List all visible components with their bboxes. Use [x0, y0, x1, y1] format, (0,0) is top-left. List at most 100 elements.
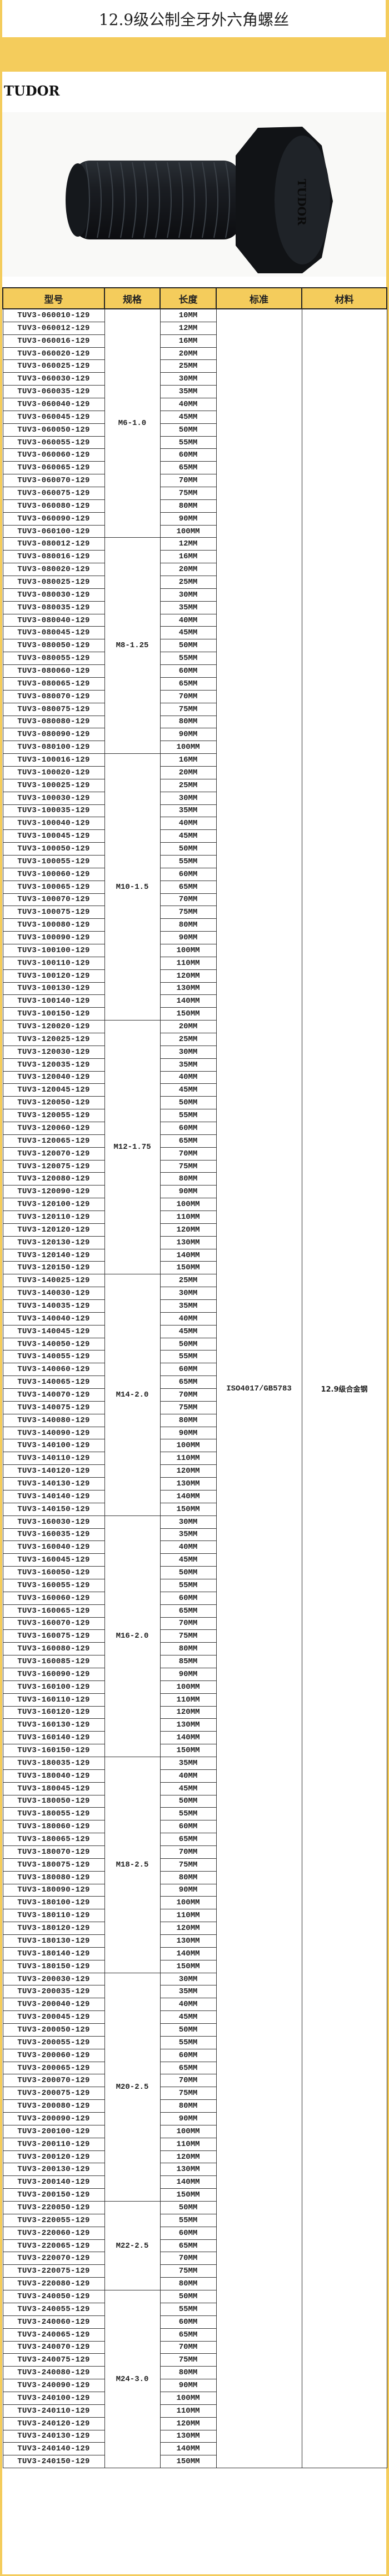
spec-cell: M24-3.0 — [104, 2290, 161, 2469]
table-row: TUV3-060100-129 100MM — [2, 524, 387, 538]
length-cell: 50MM — [159, 1794, 217, 1808]
length-cell: 130MM — [159, 2429, 217, 2443]
table-row: TUV3-160120-129 120MM — [2, 1705, 387, 1719]
header-model: 型号 — [2, 287, 105, 309]
model-cell: TUV3-180040-129 — [2, 1769, 105, 1783]
length-cell: 35MM — [159, 1528, 217, 1542]
length-cell: 50MM — [159, 423, 217, 437]
length-cell: 45MM — [159, 2010, 217, 2024]
model-cell: TUV3-200075-129 — [2, 2087, 105, 2100]
length-cell: 120MM — [159, 1464, 217, 1478]
table-row: TUV3-140030-129 30MM — [2, 1287, 387, 1300]
table-row: TUV3-120110-129 110MM — [2, 1211, 387, 1224]
table-row: TUV3-160045-129 45MM — [2, 1553, 387, 1567]
model-cell: TUV3-240055-129 — [2, 2302, 105, 2316]
length-cell: 120MM — [159, 1223, 217, 1237]
table-row: TUV3-060060-129 60MM — [2, 448, 387, 462]
thread-ridge — [132, 162, 137, 238]
length-cell: 20MM — [159, 1020, 217, 1033]
length-cell: 65MM — [159, 2239, 217, 2253]
length-cell: 35MM — [159, 1985, 217, 1999]
length-cell: 60MM — [159, 1122, 217, 1135]
length-cell: 60MM — [159, 2226, 217, 2240]
table-body: TUV3-060010-129 M6-1.0 10MM ISO4017/GB5783 1… — [2, 308, 387, 2469]
table-row: TUV3-200035-129 35MM — [2, 1985, 387, 1999]
model-cell: TUV3-120075-129 — [2, 1159, 105, 1173]
length-cell: 100MM — [159, 1896, 217, 1910]
length-cell: 80MM — [159, 499, 217, 513]
model-cell: TUV3-200150-129 — [2, 2188, 105, 2202]
length-cell: 75MM — [159, 1629, 217, 1643]
length-cell: 140MM — [159, 1947, 217, 1960]
table-row: TUV3-180055-129 55MM — [2, 1807, 387, 1821]
length-cell: 65MM — [159, 1604, 217, 1618]
model-cell: TUV3-200030-129 — [2, 1972, 105, 1986]
model-cell: TUV3-200050-129 — [2, 2023, 105, 2037]
table-row: TUV3-120020-129 M12-1.75 20MM — [2, 1020, 387, 1275]
model-cell: TUV3-200045-129 — [2, 2010, 105, 2024]
table-row: TUV3-140080-129 80MM — [2, 1413, 387, 1427]
table-row: TUV3-120065-129 65MM — [2, 1134, 387, 1148]
model-cell: TUV3-200055-129 — [2, 2035, 105, 2049]
model-cell: TUV3-100055-129 — [2, 854, 105, 868]
table-row: TUV3-160055-129 55MM — [2, 1578, 387, 1592]
table-row: TUV3-200040-129 40MM — [2, 1998, 387, 2012]
length-cell: 45MM — [159, 1553, 217, 1567]
length-cell: 150MM — [159, 1007, 217, 1021]
model-cell: TUV3-100035-129 — [2, 804, 105, 818]
table-row: TUV3-120045-129 45MM — [2, 1083, 387, 1097]
table-row: TUV3-120075-129 75MM — [2, 1159, 387, 1173]
model-cell: TUV3-060045-129 — [2, 410, 105, 424]
length-cell: 60MM — [159, 1591, 217, 1605]
model-cell: TUV3-200120-129 — [2, 2150, 105, 2164]
thread-ridge — [155, 162, 160, 238]
model-cell: TUV3-100016-129 — [2, 753, 105, 767]
model-cell: TUV3-180150-129 — [2, 1959, 105, 1973]
length-cell: 130MM — [159, 1934, 217, 1948]
model-cell: TUV3-100040-129 — [2, 817, 105, 831]
length-cell: 50MM — [159, 1337, 217, 1351]
spec-cell: M10-1.5 — [104, 753, 161, 1021]
model-cell: TUV3-120080-129 — [2, 1172, 105, 1186]
model-cell: TUV3-080075-129 — [2, 702, 105, 716]
length-cell: 120MM — [159, 1705, 217, 1719]
model-cell: TUV3-080065-129 — [2, 677, 105, 691]
model-cell: TUV3-140120-129 — [2, 1464, 105, 1478]
table-row: TUV3-140100-129 100MM — [2, 1439, 387, 1453]
table-row: TUV3-060020-129 20MM — [2, 347, 387, 361]
thread-ridge — [167, 162, 172, 238]
model-cell: TUV3-100070-129 — [2, 893, 105, 907]
length-cell: 150MM — [159, 2188, 217, 2202]
length-cell: 30MM — [159, 791, 217, 805]
length-cell: 70MM — [159, 1617, 217, 1630]
model-cell: TUV3-200040-129 — [2, 1998, 105, 2012]
table-row: TUV3-080090-129 90MM — [2, 728, 387, 742]
model-cell: TUV3-240075-129 — [2, 2353, 105, 2367]
length-cell: 120MM — [159, 969, 217, 983]
header-material: 材料 — [301, 287, 387, 309]
table-row: TUV3-120070-129 70MM — [2, 1147, 387, 1161]
model-cell: TUV3-120150-129 — [2, 1261, 105, 1275]
table-row: TUV3-240140-129 140MM — [2, 2442, 387, 2456]
thread-ridge — [143, 162, 148, 238]
model-cell: TUV3-120110-129 — [2, 1211, 105, 1224]
length-cell: 90MM — [159, 1667, 217, 1681]
model-cell: TUV3-140080-129 — [2, 1413, 105, 1427]
length-cell: 35MM — [159, 1058, 217, 1072]
table-row: TUV3-060030-129 30MM — [2, 372, 387, 386]
model-cell: TUV3-140070-129 — [2, 1388, 105, 1402]
model-cell: TUV3-240120-129 — [2, 2417, 105, 2430]
model-cell: TUV3-160120-129 — [2, 1705, 105, 1719]
model-cell: TUV3-120045-129 — [2, 1083, 105, 1097]
table-row: TUV3-080045-129 45MM — [2, 626, 387, 640]
length-cell: 60MM — [159, 2048, 217, 2062]
model-cell: TUV3-160040-129 — [2, 1540, 105, 1554]
model-cell: TUV3-160085-129 — [2, 1655, 105, 1668]
table-row: TUV3-140065-129 65MM — [2, 1375, 387, 1389]
model-cell: TUV3-220050-129 — [2, 2201, 105, 2214]
length-cell: 80MM — [159, 2366, 217, 2380]
model-cell: TUV3-080070-129 — [2, 689, 105, 703]
spec-cell: M18-2.5 — [104, 1756, 161, 1973]
model-cell: TUV3-200060-129 — [2, 2048, 105, 2062]
model-cell: TUV3-240130-129 — [2, 2429, 105, 2443]
